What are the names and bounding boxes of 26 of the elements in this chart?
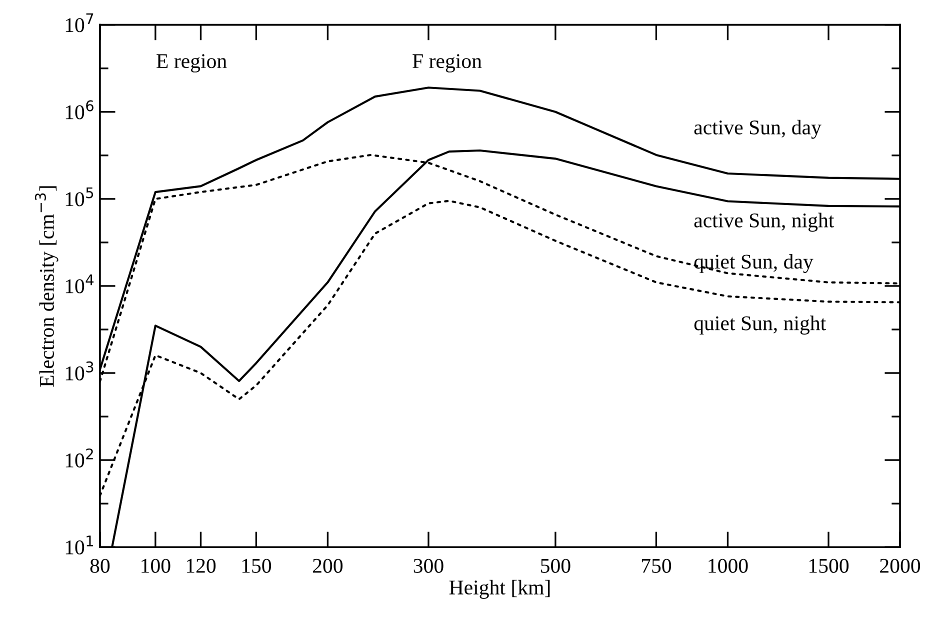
y-axis-title: Electron density [cm$^{−3}$] <box>34 186 58 387</box>
x-tick-label: 300 <box>414 558 444 573</box>
x-tick-label: 120 <box>186 558 216 573</box>
series-label: active Sun, night <box>694 212 834 232</box>
annotation: E region <box>156 54 227 72</box>
x-tick-label: 1000 <box>708 558 748 573</box>
x-tick-label: 500 <box>541 558 570 573</box>
series-label: active Sun, day <box>694 120 822 139</box>
x-tick-label: 100 <box>142 558 170 573</box>
y-tick-label: 10$^{1}$ <box>66 536 94 554</box>
x-tick-label: 750 <box>642 558 672 573</box>
y-tick-label: 10$^{3}$ <box>66 361 94 380</box>
series-label: quiet Sun, day <box>694 254 814 273</box>
y-tick-label: 10$^{4}$ <box>66 274 94 294</box>
x-tick-label: 150 <box>242 558 272 573</box>
x-tick-label: 2000 <box>880 558 920 573</box>
x-tick-label: 200 <box>312 558 343 573</box>
y-tick-label: 10$^{7}$ <box>66 13 94 32</box>
x-axis-title: Height [km] <box>449 580 550 599</box>
y-tick-label: 10$^{5}$ <box>66 187 94 206</box>
annotation: F region <box>412 54 482 72</box>
series-label: quiet Sun, night <box>694 316 826 335</box>
x-tick-label: 80 <box>90 558 110 573</box>
x-tick-label: 1500 <box>810 558 849 573</box>
y-tick-label: 10$^{6}$ <box>66 100 94 120</box>
y-tick-label: 10$^{2}$ <box>66 448 93 468</box>
